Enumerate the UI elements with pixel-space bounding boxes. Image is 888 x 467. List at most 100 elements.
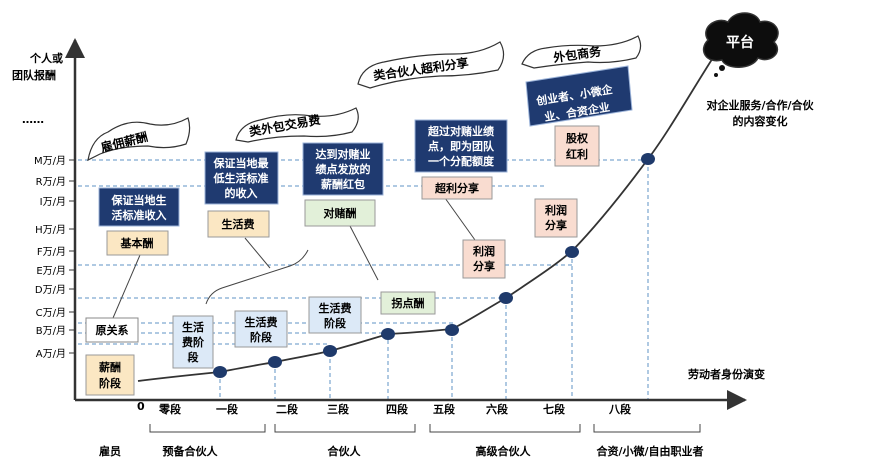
phase-banner: 雇佣薪酬 bbox=[87, 117, 191, 162]
svg-text:活标准收入: 活标准收入 bbox=[112, 208, 167, 222]
tag-living-stage-1: 生活 费阶 段 bbox=[172, 315, 214, 369]
tag-inflection-pay: 拐点酬 bbox=[380, 291, 436, 315]
svg-text:一个分配额度: 一个分配额度 bbox=[428, 154, 495, 168]
y-axis-ellipsis: …… bbox=[22, 113, 44, 126]
platform-caption-line-1: 对企业服务/合作/合伙 bbox=[706, 98, 814, 112]
curve-point bbox=[268, 356, 282, 368]
tag-salary-stage: 薪酬 阶段 bbox=[85, 354, 135, 396]
x-stage-label: 四段 bbox=[386, 402, 408, 416]
y-level-label: E万/月 bbox=[36, 265, 66, 277]
tag-profit-share-2: 利润 分享 bbox=[534, 198, 578, 238]
svg-text:段: 段 bbox=[188, 350, 199, 364]
svg-text:保证当地生: 保证当地生 bbox=[111, 193, 167, 207]
platform-caption-line-2: 的内容变化 bbox=[733, 114, 788, 128]
x-stage-label: 二段 bbox=[276, 402, 298, 416]
svg-text:的收入: 的收入 bbox=[225, 186, 258, 200]
tag-profit-share-1: 利润 分享 bbox=[462, 239, 506, 279]
svg-text:分享: 分享 bbox=[545, 218, 567, 232]
tag-living-cost: 生活费 bbox=[207, 210, 270, 238]
tag-base-pay: 基本酬 bbox=[106, 230, 169, 256]
identity-label: 预备合伙人 bbox=[163, 444, 219, 458]
curve-point bbox=[641, 153, 655, 165]
blue-note-living: 保证当地最 低生活标准 的收入 bbox=[204, 151, 279, 205]
y-level-label: C万/月 bbox=[36, 307, 66, 319]
x-axis-title: 劳动者身份演变 bbox=[688, 367, 765, 381]
svg-text:达到对赌业: 达到对赌业 bbox=[316, 147, 371, 161]
x-origin-label: 0 bbox=[137, 400, 145, 413]
svg-text:阶段: 阶段 bbox=[324, 316, 346, 330]
svg-text:拐点酬: 拐点酬 bbox=[392, 296, 425, 310]
x-stage-label: 一段 bbox=[216, 402, 238, 416]
svg-text:利润: 利润 bbox=[473, 244, 495, 258]
identity-label: 高级合伙人 bbox=[476, 444, 532, 458]
tag-original-relation: 原关系 bbox=[85, 317, 139, 343]
y-ticks bbox=[69, 159, 75, 354]
y-axis-title-line-2: 团队报酬 bbox=[12, 68, 56, 82]
curve-point bbox=[499, 292, 513, 304]
blue-note-bet: 达到对赌业 绩点发放的 薪酬红包 bbox=[302, 142, 384, 196]
svg-text:超过对赌业绩: 超过对赌业绩 bbox=[427, 124, 494, 138]
tag-living-stage-3: 生活费 阶段 bbox=[308, 296, 362, 334]
svg-text:点，即为团队: 点，即为团队 bbox=[428, 139, 495, 153]
y-level-label: D万/月 bbox=[35, 284, 66, 296]
platform-cloud-icon bbox=[702, 12, 779, 77]
svg-text:对赌酬: 对赌酬 bbox=[324, 206, 357, 220]
svg-text:保证当地最: 保证当地最 bbox=[213, 156, 270, 170]
y-level-label: M万/月 bbox=[34, 155, 66, 167]
svg-text:分享: 分享 bbox=[473, 259, 495, 273]
curve-point bbox=[445, 324, 459, 336]
svg-text:原关系: 原关系 bbox=[96, 323, 129, 337]
curve-point bbox=[213, 366, 227, 378]
identity-label: 合伙人 bbox=[328, 444, 362, 458]
svg-text:超利分享: 超利分享 bbox=[434, 181, 479, 195]
x-stage-label: 八段 bbox=[608, 402, 631, 416]
curve-point bbox=[323, 345, 337, 357]
curve-point bbox=[565, 246, 579, 258]
x-stage-label: 六段 bbox=[486, 402, 508, 416]
y-axis-title-line-1: 个人或 bbox=[29, 51, 63, 65]
svg-text:股权: 股权 bbox=[566, 131, 589, 145]
svg-text:生活费: 生活费 bbox=[245, 315, 278, 329]
svg-text:薪酬红包: 薪酬红包 bbox=[321, 177, 365, 191]
x-stage-label: 零段 bbox=[158, 402, 181, 416]
y-level-label: A万/月 bbox=[36, 348, 66, 360]
svg-text:费阶: 费阶 bbox=[182, 335, 205, 349]
y-level-label: H万/月 bbox=[35, 224, 66, 236]
platform-label: 平台 bbox=[726, 34, 754, 51]
curve-points bbox=[213, 153, 655, 378]
y-level-label: B万/月 bbox=[36, 325, 66, 337]
tag-bet-pay: 对赌酬 bbox=[304, 199, 376, 227]
phase-banner: 类外包交易费 bbox=[235, 107, 359, 143]
identity-label: 雇员 bbox=[99, 444, 121, 458]
svg-text:基本酬: 基本酬 bbox=[120, 236, 154, 250]
phase-banner: 外包商务 bbox=[521, 35, 642, 69]
y-level-label: F万/月 bbox=[37, 246, 66, 258]
identity-label: 合资/小微/自由职业者 bbox=[596, 444, 703, 458]
tag-excess-share: 超利分享 bbox=[421, 176, 493, 200]
svg-text:外包商务: 外包商务 bbox=[552, 43, 603, 65]
x-stage-label: 三段 bbox=[327, 402, 349, 416]
svg-text:生活费: 生活费 bbox=[319, 301, 352, 315]
svg-text:低生活标准: 低生活标准 bbox=[213, 171, 269, 185]
svg-text:薪酬: 薪酬 bbox=[99, 360, 121, 374]
y-level-label: R万/月 bbox=[36, 176, 66, 188]
connector-lines bbox=[112, 197, 476, 319]
identity-brackets bbox=[149, 424, 701, 433]
curve-point bbox=[381, 328, 395, 340]
svg-text:阶段: 阶段 bbox=[99, 376, 121, 390]
svg-text:红利: 红利 bbox=[566, 147, 588, 161]
blue-note-business: 创业者、小微企 业、合资企业 bbox=[525, 65, 633, 127]
svg-text:利润: 利润 bbox=[545, 203, 567, 217]
x-stage-label: 五段 bbox=[433, 402, 455, 416]
phase-banner: 类合伙人超利分享 bbox=[357, 41, 505, 89]
y-level-label: I万/月 bbox=[40, 196, 66, 208]
svg-text:绩点发放的: 绩点发放的 bbox=[316, 162, 371, 176]
svg-text:生活: 生活 bbox=[182, 320, 204, 334]
x-stage-label: 七段 bbox=[543, 402, 565, 416]
blue-note-base: 保证当地生 活标准收入 bbox=[98, 187, 180, 227]
svg-text:生活费: 生活费 bbox=[222, 217, 255, 231]
tag-living-stage-2: 生活费 阶段 bbox=[234, 310, 288, 348]
blue-note-excess: 超过对赌业绩 点，即为团队 一个分配额度 bbox=[414, 119, 508, 173]
svg-text:阶段: 阶段 bbox=[250, 330, 272, 344]
